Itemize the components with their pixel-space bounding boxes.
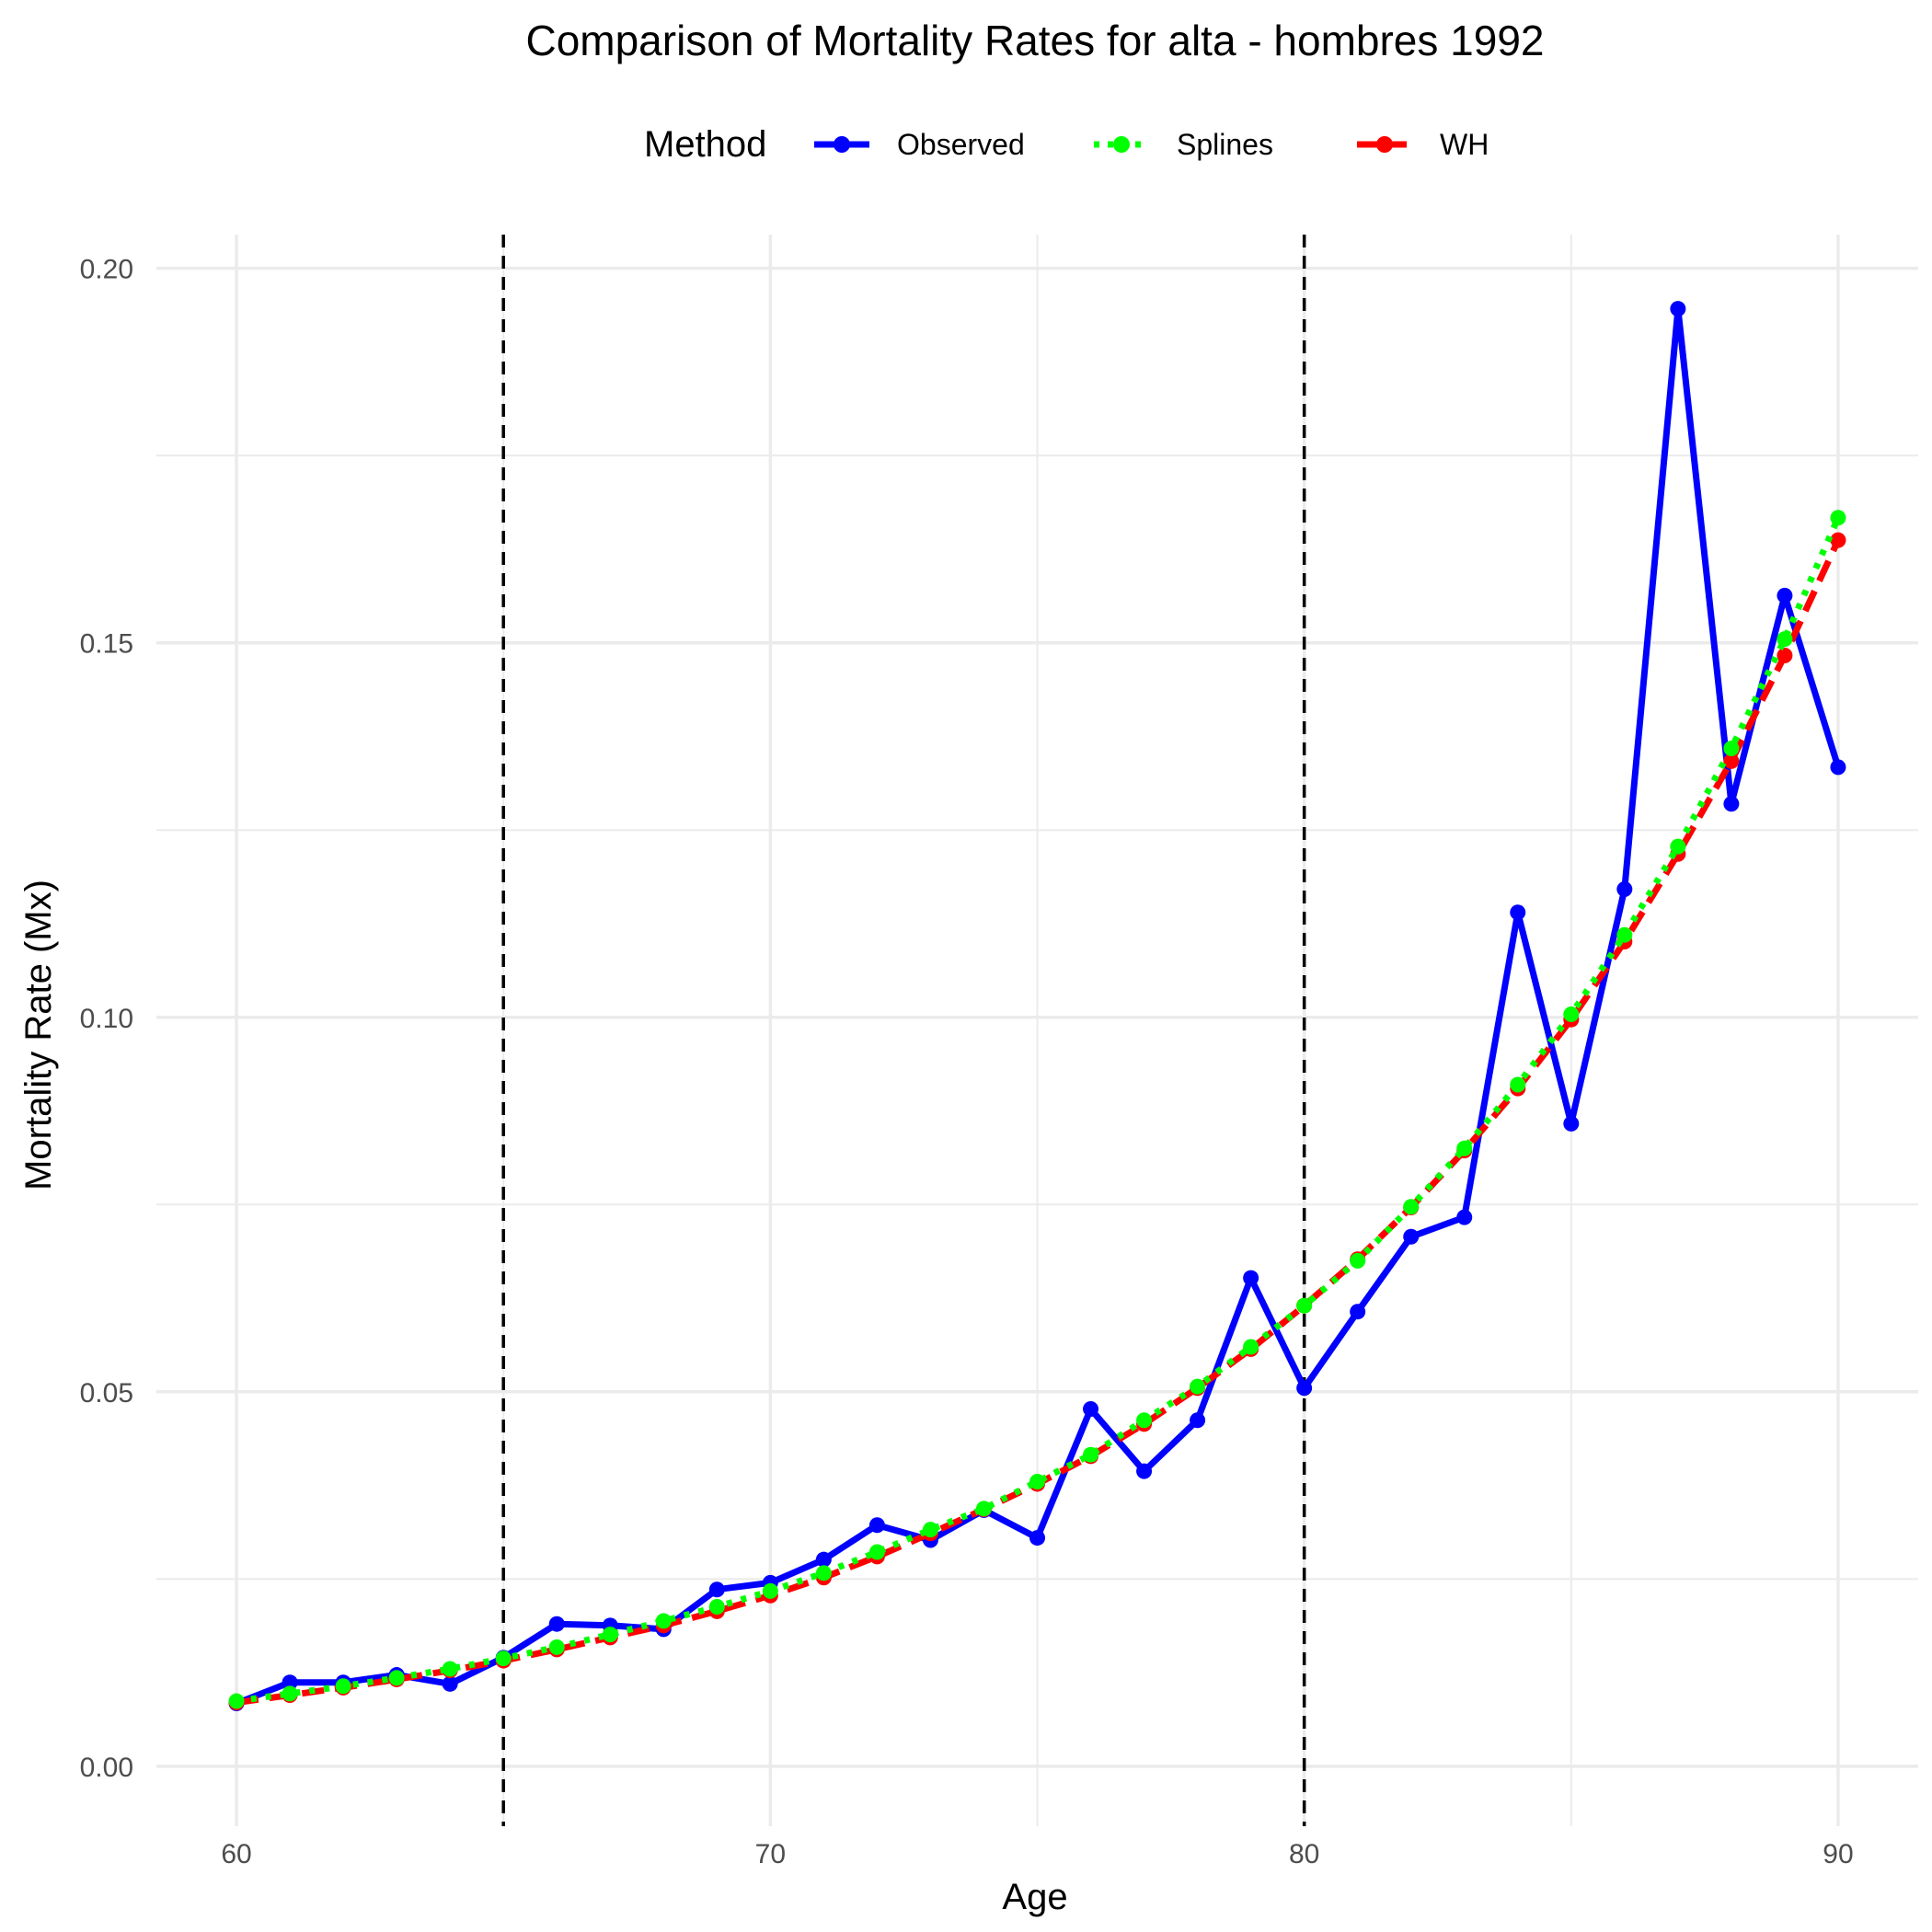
data-point-observed: [1723, 796, 1740, 812]
data-point-splines: [1830, 510, 1846, 526]
x-tick-label: 90: [1823, 1839, 1853, 1869]
grid: [156, 235, 1918, 1826]
data-point-observed: [548, 1616, 565, 1632]
data-point-splines: [548, 1639, 565, 1655]
data-point-observed: [442, 1675, 458, 1692]
data-point-splines: [1136, 1412, 1153, 1429]
data-point-splines: [975, 1501, 992, 1517]
data-point-splines: [602, 1627, 618, 1643]
y-tick-label: 0.10: [80, 1004, 133, 1034]
data-point-observed: [1190, 1412, 1206, 1429]
data-point-splines: [1083, 1446, 1099, 1463]
data-point-splines: [1723, 740, 1740, 756]
data-point-observed: [1456, 1209, 1473, 1225]
data-point-splines: [442, 1661, 458, 1677]
data-point-wh: [1723, 753, 1740, 769]
data-point-splines: [1350, 1252, 1366, 1269]
legend-marker-splines: [1113, 136, 1130, 153]
data-point-observed: [1403, 1228, 1420, 1245]
legend-marker-observed: [834, 136, 850, 153]
data-point-observed: [815, 1551, 832, 1568]
data-point-splines: [922, 1522, 938, 1538]
legend-label-splines: Splines: [1177, 128, 1273, 161]
y-tick-label: 0.00: [80, 1753, 133, 1783]
data-point-splines: [708, 1598, 725, 1615]
data-point-observed: [708, 1581, 725, 1598]
data-point-observed: [1670, 301, 1686, 317]
legend-label-wh: WH: [1440, 128, 1489, 161]
data-point-splines: [282, 1685, 298, 1702]
data-point-observed: [1083, 1401, 1099, 1418]
data-point-observed: [282, 1674, 298, 1691]
data-point-wh: [1830, 532, 1846, 548]
data-point-splines: [1777, 631, 1793, 648]
data-point-observed: [1296, 1380, 1313, 1397]
reference-lines: [501, 235, 1306, 1826]
y-tick-label: 0.20: [80, 255, 133, 285]
data-point-splines: [1296, 1297, 1313, 1314]
data-point-splines: [1456, 1140, 1473, 1156]
x-tick-label: 70: [755, 1839, 786, 1869]
series-layer: [228, 301, 1846, 1711]
data-point-observed: [1136, 1463, 1153, 1479]
data-point-observed: [1510, 904, 1526, 921]
chart-title: Comparison of Mortality Rates for alta -…: [525, 17, 1544, 64]
x-tick-label: 60: [221, 1839, 251, 1869]
data-point-splines: [388, 1670, 405, 1686]
data-point-splines: [1243, 1339, 1259, 1355]
data-point-splines: [655, 1613, 672, 1629]
legend-marker-wh: [1376, 136, 1393, 153]
data-point-splines: [1190, 1378, 1206, 1395]
y-tick-label: 0.15: [80, 629, 133, 660]
x-tick-label: 80: [1289, 1839, 1319, 1869]
data-point-splines: [228, 1693, 245, 1709]
x-axis-title: Age: [1002, 1877, 1067, 1917]
data-point-observed: [1616, 881, 1633, 898]
tick-labels: 0.00 0.05 0.10 0.15 0.20 60 70 80 90: [80, 255, 1854, 1869]
data-point-splines: [1403, 1199, 1420, 1215]
data-point-splines: [1563, 1006, 1580, 1022]
data-point-splines: [335, 1678, 351, 1695]
data-point-observed: [1777, 587, 1793, 604]
data-point-splines: [868, 1544, 885, 1560]
legend-label-observed: Observed: [897, 128, 1025, 161]
data-point-splines: [495, 1650, 512, 1667]
legend-title: Method: [644, 124, 766, 165]
data-point-observed: [1350, 1304, 1366, 1320]
y-tick-label: 0.05: [80, 1378, 133, 1409]
y-axis-title: Mortality Rate (Mx): [18, 880, 59, 1190]
legend: Method Observed Splines WH: [644, 124, 1489, 165]
data-point-observed: [1029, 1530, 1045, 1547]
data-point-splines: [815, 1565, 832, 1581]
data-point-observed: [1830, 759, 1846, 776]
data-point-splines: [1029, 1474, 1045, 1490]
data-point-observed: [1243, 1270, 1259, 1286]
data-point-splines: [1616, 926, 1633, 943]
data-point-observed: [1563, 1115, 1580, 1132]
data-point-splines: [762, 1582, 778, 1599]
data-point-splines: [1510, 1076, 1526, 1093]
data-point-observed: [868, 1517, 885, 1534]
data-point-wh: [1777, 648, 1793, 664]
data-point-splines: [1670, 838, 1686, 855]
